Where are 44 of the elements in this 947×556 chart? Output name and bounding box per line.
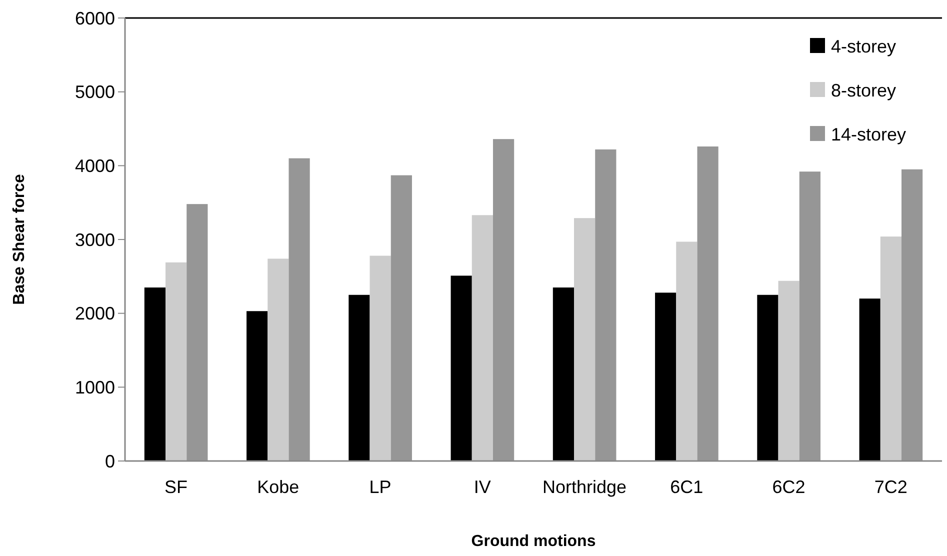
bar bbox=[880, 236, 902, 461]
legend-label: 4-storey bbox=[831, 36, 896, 56]
x-tick-label: Kobe bbox=[257, 477, 300, 497]
x-tick-label: 7C2 bbox=[874, 477, 908, 497]
x-tick-label: SF bbox=[164, 477, 188, 497]
bar bbox=[901, 169, 923, 461]
bar bbox=[450, 276, 472, 461]
x-tick-label: LP bbox=[369, 477, 392, 497]
y-tick-label: 1000 bbox=[74, 377, 115, 398]
bar bbox=[144, 287, 166, 461]
x-tick-label: IV bbox=[474, 477, 491, 497]
bar bbox=[595, 149, 616, 461]
y-tick-label: 3000 bbox=[74, 230, 115, 250]
y-tick-label: 0 bbox=[104, 451, 115, 472]
bar bbox=[799, 172, 820, 461]
y-axis-title: Base Shear force bbox=[11, 174, 28, 305]
legend-label: 14-storey bbox=[831, 124, 906, 144]
bar bbox=[552, 287, 574, 461]
x-tick-label: 6C1 bbox=[670, 477, 704, 497]
bar bbox=[268, 258, 289, 461]
y-tick-label: 2000 bbox=[74, 304, 115, 324]
bar bbox=[186, 204, 208, 461]
x-axis-title: Ground motions bbox=[471, 533, 596, 550]
y-tick-label: 4000 bbox=[74, 156, 115, 176]
bar bbox=[166, 262, 187, 461]
bar bbox=[757, 294, 778, 461]
y-tick-label: 5000 bbox=[74, 82, 115, 102]
bar bbox=[390, 175, 412, 461]
x-tick-label: Northridge bbox=[542, 477, 627, 497]
bar bbox=[778, 280, 800, 461]
bar bbox=[655, 292, 676, 461]
y-tick-label: 6000 bbox=[74, 8, 115, 28]
bar bbox=[676, 242, 698, 461]
bar bbox=[472, 215, 493, 461]
bar bbox=[288, 158, 310, 461]
bar bbox=[348, 294, 370, 461]
bar bbox=[859, 298, 880, 461]
bar bbox=[574, 218, 596, 461]
bar bbox=[492, 139, 514, 461]
x-tick-label: 6C2 bbox=[772, 477, 806, 497]
legend-label: 8-storey bbox=[831, 80, 896, 100]
bar bbox=[246, 311, 268, 461]
bar bbox=[370, 256, 391, 461]
bar bbox=[697, 146, 718, 461]
